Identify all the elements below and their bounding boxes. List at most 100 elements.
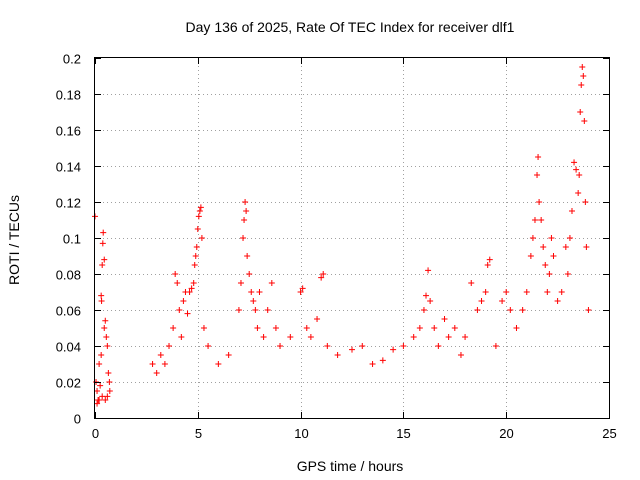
data-point-marker — [538, 217, 545, 223]
data-point-marker — [178, 334, 185, 340]
data-point-marker — [248, 289, 255, 295]
data-point-marker — [580, 73, 587, 79]
data-point-marker — [106, 379, 113, 385]
data-point-marker — [527, 253, 534, 259]
data-point-marker — [264, 307, 271, 313]
data-point-marker — [550, 253, 557, 259]
data-point-marker — [499, 298, 506, 304]
data-point-marker — [535, 154, 542, 160]
data-point-marker — [104, 343, 111, 349]
data-point-marker — [96, 361, 103, 367]
data-point-marker — [575, 190, 582, 196]
data-point-marker — [558, 289, 565, 295]
data-point-marker — [272, 325, 279, 331]
data-point-marker — [98, 292, 105, 299]
data-point-marker — [582, 199, 589, 205]
data-point-marker — [256, 289, 263, 295]
data-point-marker — [303, 325, 310, 331]
data-point-marker — [334, 352, 341, 358]
x-tick-label: 0 — [92, 426, 99, 441]
data-point-marker — [195, 213, 202, 220]
data-point-marker — [99, 240, 106, 247]
chart-title: Day 136 of 2025, Rate Of TEC Index for r… — [186, 19, 515, 35]
data-point-marker — [478, 298, 485, 304]
data-point-marker — [215, 361, 222, 367]
grid-lines — [95, 58, 609, 418]
data-point-marker — [435, 343, 442, 349]
plot-frame — [94, 57, 610, 419]
data-point-marker — [523, 289, 530, 295]
data-point-marker — [198, 235, 205, 241]
data-point-marker — [571, 159, 578, 166]
data-point-marker — [534, 172, 541, 178]
data-point-marker — [172, 271, 179, 277]
data-point-marker — [548, 235, 555, 241]
data-point-marker — [566, 235, 573, 241]
data-point-marker — [105, 370, 112, 376]
data-point-marker — [540, 244, 547, 250]
data-point-marker — [431, 325, 438, 331]
data-point-marker — [243, 208, 250, 214]
data-point-marker — [250, 298, 257, 304]
data-point-marker — [200, 325, 207, 331]
data-point-marker — [531, 217, 538, 223]
data-point-marker — [536, 199, 543, 205]
data-point-marker — [324, 343, 331, 349]
data-point-marker — [100, 229, 107, 236]
data-point-marker — [441, 316, 448, 322]
data-point-marker — [379, 357, 386, 364]
data-point-marker — [486, 256, 493, 263]
data-point-marker — [190, 280, 197, 286]
data-point-marker — [180, 298, 187, 304]
data-point-marker — [99, 393, 106, 400]
data-point-marker — [94, 400, 101, 407]
data-point-marker — [314, 316, 321, 322]
data-point-marker — [287, 334, 294, 340]
x-tick-label: 10 — [294, 426, 308, 441]
data-point-marker — [425, 267, 432, 274]
data-point-marker — [462, 334, 469, 340]
x-tick-label: 20 — [499, 426, 513, 441]
data-point-marker — [101, 256, 108, 263]
data-point-marker — [423, 292, 430, 299]
data-point-marker — [98, 298, 105, 304]
data-point-marker — [197, 204, 204, 211]
y-tick-label: 0.1 — [63, 232, 81, 247]
data-point-marker — [468, 280, 475, 286]
data-point-marker — [205, 343, 212, 349]
data-point-marker — [192, 253, 199, 259]
data-point-marker — [99, 262, 106, 268]
y-axis-label: ROTI / TECUs — [6, 195, 22, 285]
data-point-marker — [427, 298, 434, 304]
data-point-marker — [529, 235, 536, 241]
data-point-marker — [585, 307, 592, 313]
data-point-marker — [513, 325, 520, 331]
data-point-marker — [519, 307, 526, 313]
data-point-marker — [369, 361, 376, 367]
data-point-marker — [103, 334, 110, 340]
data-point-marker — [194, 226, 201, 232]
data-point-marker — [174, 280, 181, 286]
y-tick-label: 0.06 — [56, 304, 81, 319]
data-point-marker — [94, 388, 101, 394]
data-point-marker — [102, 317, 109, 324]
data-point-marker — [457, 352, 464, 358]
data-point-marker — [242, 199, 249, 205]
data-point-marker — [157, 352, 164, 358]
data-point-marker — [241, 217, 248, 223]
data-point-marker — [320, 271, 327, 277]
data-point-marker — [149, 361, 156, 367]
data-point-marker — [299, 285, 306, 292]
data-point-marker — [451, 325, 458, 331]
data-point-marker — [240, 235, 247, 241]
data-point-marker — [166, 343, 173, 349]
data-point-marker — [297, 289, 304, 295]
data-point-marker — [196, 208, 203, 214]
data-point-marker — [235, 307, 242, 313]
data-point-marker — [102, 397, 109, 403]
data-point-marker — [390, 346, 397, 353]
data-point-marker — [507, 307, 514, 313]
data-point-marker — [445, 334, 452, 340]
data-point-marker — [416, 325, 423, 331]
